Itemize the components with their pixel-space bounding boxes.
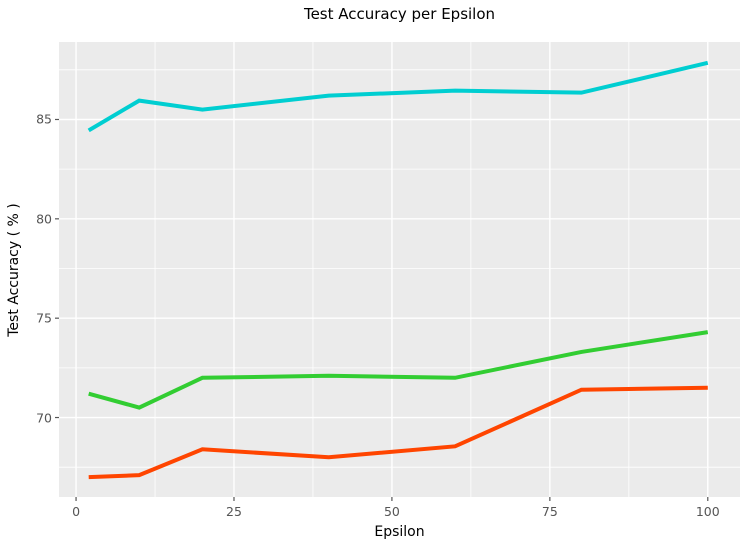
x-tick-label: 100	[695, 504, 720, 519]
x-tick-label: 50	[383, 504, 400, 519]
y-tick-label: 80	[36, 211, 52, 227]
series-green-line	[88, 330, 709, 410]
series-cyan-line	[87, 60, 709, 133]
x-tick-label: 25	[226, 504, 242, 519]
x-axis-label: Epsilon	[374, 524, 425, 540]
series-orange-line	[88, 385, 708, 480]
y-tick-label: 70	[36, 410, 52, 426]
y-tick-label: 75	[36, 310, 52, 326]
chart-title: Test Accuracy per Epsilon	[303, 5, 496, 23]
x-tick-label: 75	[541, 504, 558, 519]
plot-area	[59, 42, 740, 497]
x-tick-label: 0	[72, 504, 81, 519]
y-axis-label: Test Accuracy ( % )	[6, 203, 22, 337]
y-tick-label: 85	[36, 111, 52, 127]
